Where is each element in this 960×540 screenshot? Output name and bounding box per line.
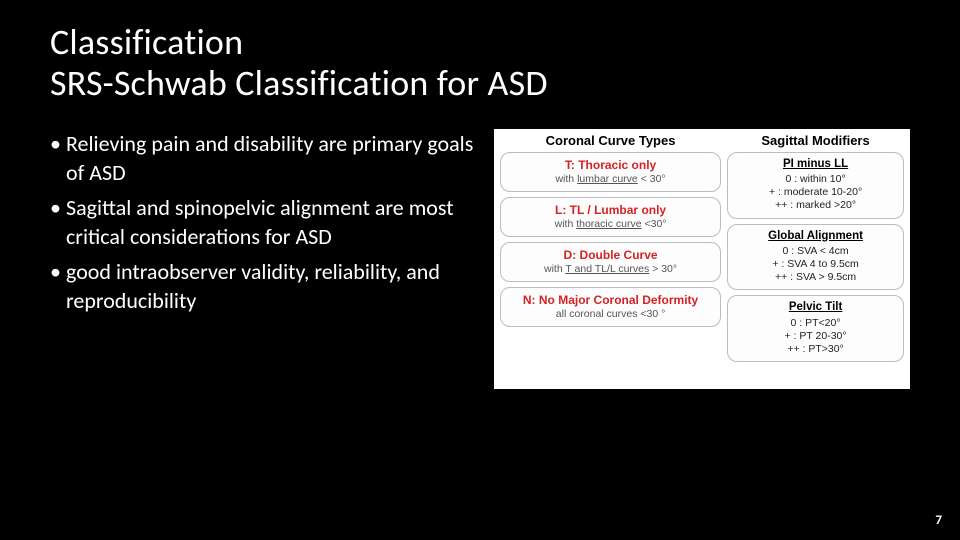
- curve-letter: D:: [564, 248, 577, 262]
- curve-sub: with thoracic curve <30°: [505, 218, 716, 231]
- bullet-text: Relieving pain and disability are primar…: [66, 129, 480, 187]
- curve-letter: N:: [523, 293, 536, 307]
- title-line-1: Classification: [50, 22, 910, 63]
- sagittal-column: Sagittal Modifiers PI minus LL 0 : withi…: [727, 133, 904, 383]
- curve-box-n: N: No Major Coronal Deformity all corona…: [500, 287, 721, 327]
- modifier-box-pi-ll: PI minus LL 0 : within 10° + : moderate …: [727, 152, 904, 219]
- curve-label: No Major Coronal Deformity: [539, 293, 698, 307]
- curve-label: TL / Lumbar only: [570, 203, 666, 217]
- modifier-line: 0 : SVA < 4cm: [731, 245, 900, 258]
- content-row: • Relieving pain and disability are prim…: [50, 129, 910, 389]
- modifier-line: ++ : marked >20°: [731, 199, 900, 212]
- modifier-line: + : SVA 4 to 9.5cm: [731, 258, 900, 271]
- bullet-text: good intraobserver validity, reliability…: [66, 257, 480, 315]
- curve-box-t: T: Thoracic only with lumbar curve < 30°: [500, 152, 721, 192]
- modifier-line: ++ : SVA > 9.5cm: [731, 271, 900, 284]
- modifier-line: ++ : PT>30°: [731, 343, 900, 356]
- curve-sub: with T and TL/L curves > 30°: [505, 263, 716, 276]
- curve-letter: T:: [565, 158, 575, 172]
- coronal-header: Coronal Curve Types: [500, 133, 721, 148]
- modifier-line: + : PT 20-30°: [731, 330, 900, 343]
- modifier-line: + : moderate 10-20°: [731, 186, 900, 199]
- curve-label: Thoracic only: [578, 158, 656, 172]
- modifier-box-pt: Pelvic Tilt 0 : PT<20° + : PT 20-30° ++ …: [727, 295, 904, 362]
- curve-box-d: D: Double Curve with T and TL/L curves >…: [500, 242, 721, 282]
- modifier-box-global: Global Alignment 0 : SVA < 4cm + : SVA 4…: [727, 224, 904, 291]
- bullet-dot-icon: •: [50, 257, 66, 315]
- bullet-text: Sagittal and spinopelvic alignment are m…: [66, 193, 480, 251]
- curve-box-l: L: TL / Lumbar only with thoracic curve …: [500, 197, 721, 237]
- modifier-line: 0 : PT<20°: [731, 317, 900, 330]
- modifier-head: Pelvic Tilt: [731, 300, 900, 314]
- modifier-head: Global Alignment: [731, 229, 900, 243]
- bullet-item: • good intraobserver validity, reliabili…: [50, 257, 480, 315]
- curve-letter: L:: [555, 203, 566, 217]
- curve-sub: all coronal curves <30 °: [505, 308, 716, 321]
- title-line-2: SRS-Schwab Classification for ASD: [50, 63, 910, 104]
- bullet-dot-icon: •: [50, 129, 66, 187]
- modifier-line: 0 : within 10°: [731, 173, 900, 186]
- bullet-list: • Relieving pain and disability are prim…: [50, 129, 480, 389]
- bullet-dot-icon: •: [50, 193, 66, 251]
- curve-sub: with lumbar curve < 30°: [505, 173, 716, 186]
- modifier-head: PI minus LL: [731, 157, 900, 171]
- classification-figure: Coronal Curve Types T: Thoracic only wit…: [494, 129, 910, 389]
- sagittal-header: Sagittal Modifiers: [727, 133, 904, 148]
- curve-label: Double Curve: [580, 248, 658, 262]
- bullet-item: • Sagittal and spinopelvic alignment are…: [50, 193, 480, 251]
- slide: Classification SRS-Schwab Classification…: [0, 0, 960, 540]
- page-number: 7: [935, 513, 942, 528]
- slide-title: Classification SRS-Schwab Classification…: [50, 22, 910, 105]
- coronal-column: Coronal Curve Types T: Thoracic only wit…: [500, 133, 721, 383]
- bullet-item: • Relieving pain and disability are prim…: [50, 129, 480, 187]
